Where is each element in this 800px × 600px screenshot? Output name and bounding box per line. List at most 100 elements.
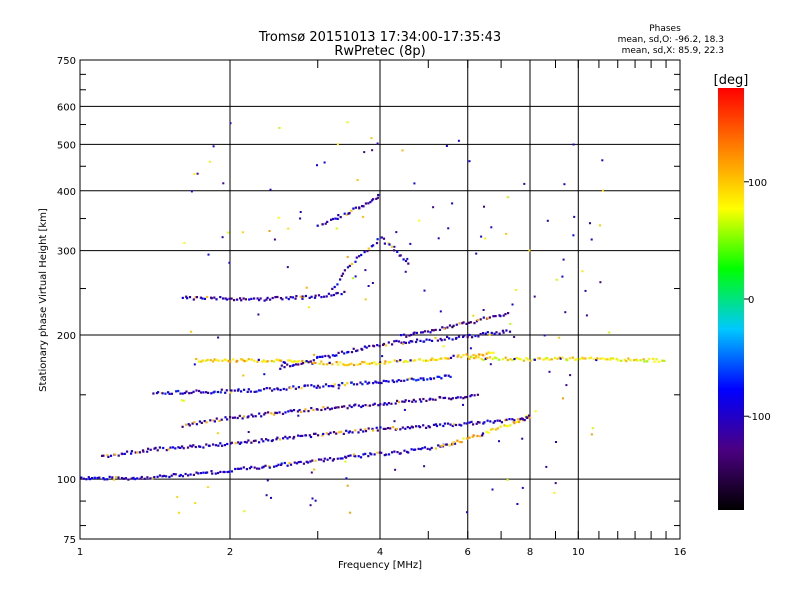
echo-point <box>354 260 357 263</box>
echo-point <box>606 358 609 361</box>
echo-point <box>337 351 340 354</box>
echo-point <box>310 471 313 474</box>
echo-point <box>247 358 250 361</box>
echo-point <box>153 476 156 479</box>
echo-point <box>380 236 383 239</box>
echo-point <box>236 298 239 301</box>
echo-point <box>275 464 278 468</box>
echo-point <box>185 295 188 298</box>
echo-point <box>172 473 175 476</box>
echo-point <box>528 414 531 417</box>
echo-point <box>636 359 639 362</box>
echo-point <box>233 389 236 392</box>
echo-point <box>207 253 210 256</box>
echo-point <box>297 363 300 366</box>
echo-point <box>482 358 485 362</box>
echo-point <box>354 206 357 209</box>
y-tick-label: 100 <box>57 475 76 486</box>
echo-point <box>143 477 146 480</box>
echo-point <box>330 407 333 410</box>
echo-point <box>456 439 459 442</box>
echo-point <box>149 448 152 451</box>
echo-point <box>348 212 351 215</box>
echo-point <box>234 442 237 445</box>
echo-point <box>443 396 447 399</box>
echo-point <box>417 447 420 450</box>
echo-point <box>273 413 276 416</box>
echo-point <box>383 362 386 365</box>
echo-point <box>460 424 463 427</box>
echo-point <box>132 476 135 479</box>
echo-point <box>484 332 487 335</box>
echo-point <box>80 476 83 479</box>
echo-point <box>471 435 474 438</box>
echo-point <box>229 416 232 419</box>
echo-point <box>423 289 426 292</box>
echo-point <box>346 121 349 124</box>
echo-point <box>254 415 257 418</box>
echo-point <box>367 285 370 287</box>
echo-point <box>428 338 431 341</box>
echo-point <box>165 449 168 452</box>
echo-point <box>187 423 190 426</box>
echo-point <box>395 427 398 430</box>
echo-point <box>174 447 177 450</box>
echo-point <box>442 444 445 447</box>
echo-point <box>403 379 406 382</box>
echo-point <box>482 316 485 319</box>
echo-point <box>373 402 376 405</box>
echo-point <box>338 431 341 434</box>
echo-point <box>226 442 229 446</box>
echo-point <box>388 243 391 246</box>
echo-point <box>365 362 369 365</box>
colorbar-tick-label: 0 <box>748 295 754 306</box>
echo-point <box>401 149 404 152</box>
echo-point <box>397 340 400 343</box>
echo-point <box>224 416 227 419</box>
echo-point <box>382 237 386 240</box>
echo-point <box>331 287 334 290</box>
echo-point <box>281 298 284 301</box>
echo-point <box>238 442 241 445</box>
echo-point <box>250 358 253 361</box>
echo-point <box>533 358 536 361</box>
echo-point <box>523 419 526 422</box>
echo-point <box>322 460 325 463</box>
echo-point <box>646 360 649 363</box>
echo-point <box>481 434 484 437</box>
echo-point <box>391 343 394 346</box>
echo-point <box>310 407 313 410</box>
echo-point <box>277 216 280 219</box>
echo-points <box>80 121 666 514</box>
echo-point <box>504 419 507 422</box>
echo-point <box>418 398 422 401</box>
echo-point <box>333 383 336 386</box>
echo-point <box>612 357 615 360</box>
echo-point <box>410 448 413 451</box>
echo-point <box>176 495 179 498</box>
echo-point <box>151 477 154 480</box>
echo-point <box>332 385 335 388</box>
echo-point <box>292 385 295 388</box>
echo-point <box>457 354 460 357</box>
echo-point <box>357 404 360 407</box>
echo-point <box>506 478 509 481</box>
echo-point <box>431 329 434 332</box>
echo-point <box>416 338 419 341</box>
echo-point <box>384 427 387 430</box>
echo-point <box>205 359 208 362</box>
echo-point <box>341 382 344 385</box>
echo-point <box>288 436 291 439</box>
echo-point <box>181 392 184 395</box>
echo-point <box>308 306 311 309</box>
echo-point <box>444 374 447 377</box>
echo-point <box>365 346 368 349</box>
echo-point <box>513 357 516 361</box>
echo-point <box>434 328 437 331</box>
echo-point <box>219 296 222 299</box>
echo-point <box>374 380 377 383</box>
echo-point <box>379 426 382 429</box>
echo-point <box>492 351 495 354</box>
echo-point <box>509 322 512 325</box>
echo-point <box>209 419 212 422</box>
